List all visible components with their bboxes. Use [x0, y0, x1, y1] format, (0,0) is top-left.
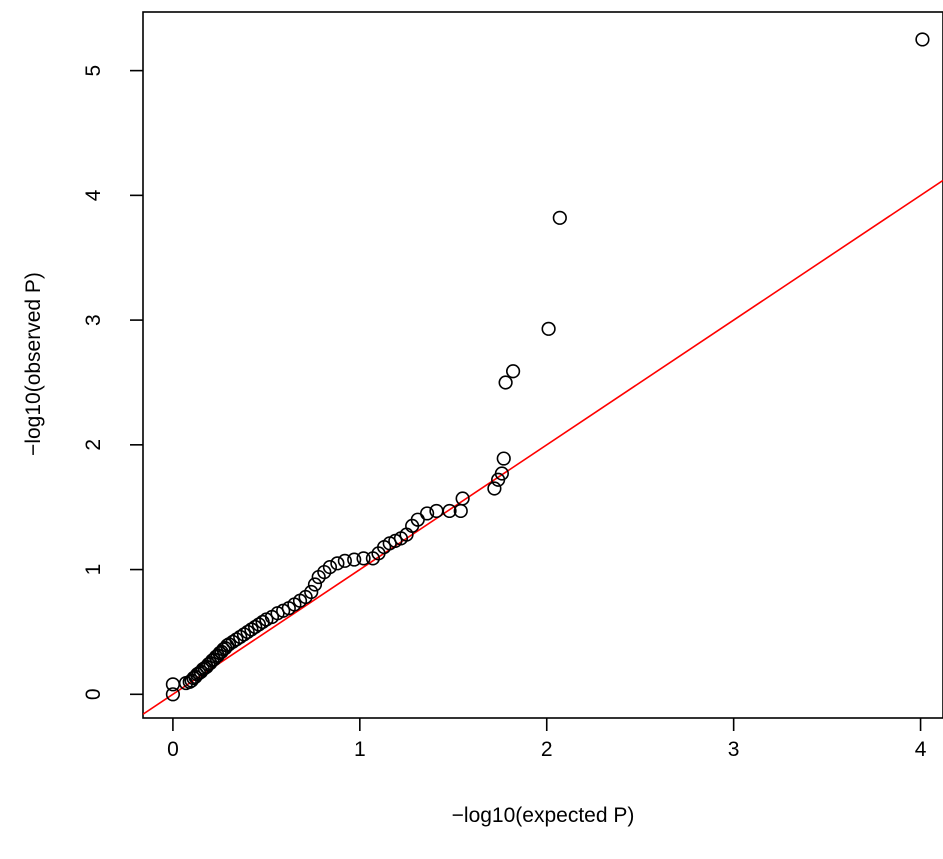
x-axis-title: −log10(expected P) [452, 804, 635, 827]
plot-frame [142, 11, 943, 719]
data-point [304, 584, 319, 600]
x-axis: 0 1 2 3 4 [167, 718, 927, 761]
data-point [233, 629, 248, 645]
x-tick-label: 1 [354, 738, 366, 761]
data-point [356, 551, 371, 566]
y-tick-label: 5 [82, 65, 105, 77]
x-tick-label: 0 [167, 738, 179, 761]
data-point [236, 627, 252, 642]
data-point [225, 634, 240, 650]
data-point [248, 619, 263, 635]
data-point [240, 624, 255, 640]
reference-line [143, 179, 943, 715]
data-point [487, 481, 502, 496]
data-point [442, 503, 457, 519]
data-point [221, 637, 237, 652]
data-point [347, 552, 362, 567]
data-point [322, 559, 338, 575]
data-point [244, 622, 259, 637]
data-point [505, 364, 521, 379]
x-tick-label: 2 [541, 738, 553, 761]
data-point [330, 556, 345, 571]
data-point [165, 687, 181, 702]
data-point [496, 451, 511, 466]
data-point [455, 491, 470, 506]
y-tick-label: 2 [82, 439, 105, 451]
y-tick-label: 3 [82, 314, 105, 326]
data-point [915, 32, 930, 47]
data-point [552, 210, 567, 225]
data-point [498, 375, 513, 390]
data-points [165, 32, 930, 702]
data-point [337, 553, 352, 568]
x-tick-label: 3 [728, 738, 740, 761]
y-axis: 0 1 2 3 4 5 [82, 65, 143, 700]
data-point [494, 466, 509, 481]
x-tick-label: 4 [915, 738, 927, 761]
y-tick-label: 0 [82, 688, 105, 700]
data-point [251, 617, 266, 632]
data-point [307, 577, 323, 592]
data-point [420, 506, 435, 521]
y-tick-label: 4 [82, 189, 105, 201]
y-axis-title: −log10(observed P) [22, 272, 45, 456]
data-point [541, 321, 556, 336]
data-point [229, 632, 244, 647]
y-tick-label: 1 [82, 564, 105, 576]
